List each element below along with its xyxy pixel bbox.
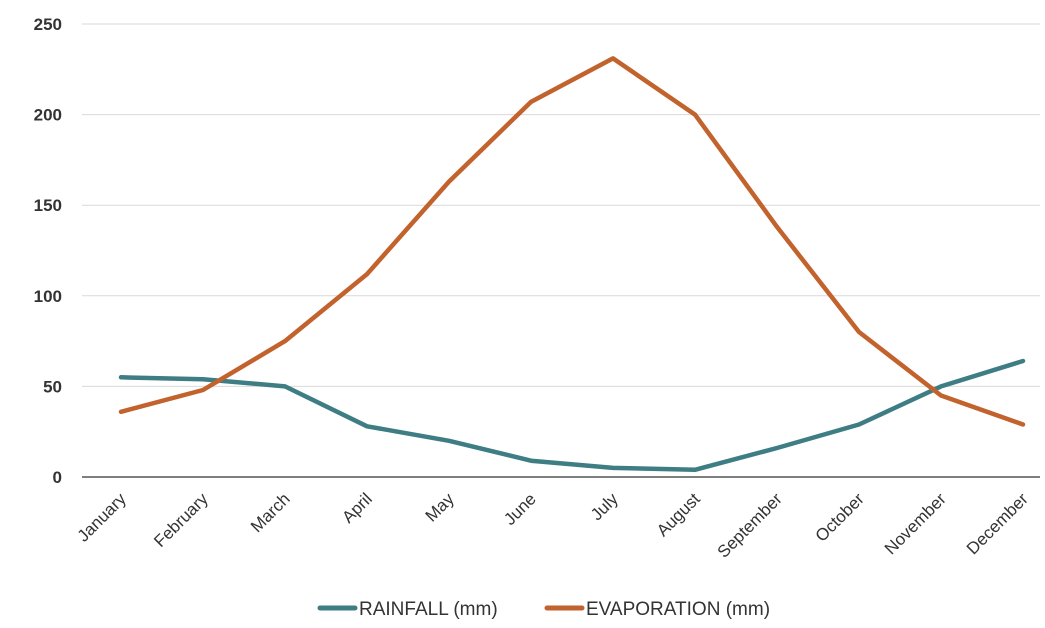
x-tick-label: November bbox=[881, 489, 950, 558]
y-tick-label: 100 bbox=[34, 287, 62, 306]
legend: RAINFALL (mm) EVAPORATION (mm) bbox=[317, 599, 770, 620]
x-tick-label: September bbox=[714, 489, 786, 561]
x-tick-label: October bbox=[812, 489, 868, 545]
x-tick-label: December bbox=[963, 489, 1032, 558]
x-tick-label: May bbox=[422, 489, 458, 525]
x-tick-label: February bbox=[150, 489, 212, 551]
legend-label: RAINFALL (mm) bbox=[359, 599, 498, 620]
x-axis-ticks: January February March April May June July Augu… bbox=[74, 489, 1032, 562]
x-tick-label: June bbox=[500, 489, 540, 529]
x-tick-label: April bbox=[338, 489, 375, 526]
y-tick-label: 150 bbox=[34, 196, 62, 215]
y-axis-ticks: 0 50 100 150 200 250 bbox=[34, 15, 62, 487]
y-tick-label: 250 bbox=[34, 15, 62, 34]
series-lines bbox=[118, 56, 1026, 473]
x-tick-label: March bbox=[247, 489, 294, 536]
legend-label: EVAPORATION (mm) bbox=[586, 599, 770, 620]
y-tick-label: 0 bbox=[53, 468, 62, 487]
x-tick-label: August bbox=[653, 489, 704, 540]
x-tick-label: July bbox=[587, 489, 622, 524]
x-tick-label: January bbox=[74, 489, 131, 546]
y-tick-label: 200 bbox=[34, 106, 62, 125]
series-line-rainfall bbox=[118, 358, 1026, 473]
series-line-evaporation bbox=[118, 56, 1026, 427]
grid-lines bbox=[82, 23, 1040, 478]
y-tick-label: 50 bbox=[43, 377, 62, 396]
